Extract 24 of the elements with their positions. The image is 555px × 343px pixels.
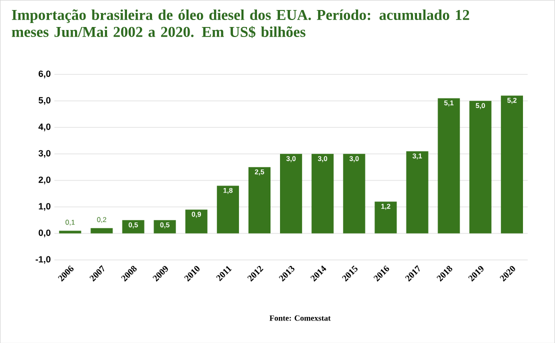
y-tick-label: 6,0: [38, 70, 50, 78]
bar: [59, 230, 82, 234]
bar: [90, 228, 113, 234]
bar: [469, 100, 492, 234]
bar: [374, 201, 397, 234]
bar: [343, 154, 366, 234]
y-tick-label: 3,0: [38, 150, 50, 158]
bar: [154, 220, 176, 234]
bar: [500, 95, 523, 234]
bar: [248, 166, 271, 234]
bar: [122, 220, 144, 234]
bar: [280, 154, 302, 234]
bar: [406, 151, 428, 234]
chart-title: Importação brasileira de óleo diesel dos EUA. Período: acumulado 12 meses Jun/Mai 2002 a 2020. Em US$ bilhões: [12, 9, 470, 38]
bar: [185, 209, 208, 234]
y-tick-label: 1,0: [38, 202, 50, 211]
y-tick-label: -1,0: [36, 256, 50, 264]
bar: [438, 98, 460, 234]
y-tick-label: 0,0: [38, 229, 50, 238]
y-tick-label: 5,0: [38, 96, 50, 105]
y-tick-label: 2,0: [38, 176, 50, 184]
bar: [216, 186, 239, 234]
y-tick-label: 4,0: [38, 123, 50, 132]
bar: [312, 154, 334, 234]
